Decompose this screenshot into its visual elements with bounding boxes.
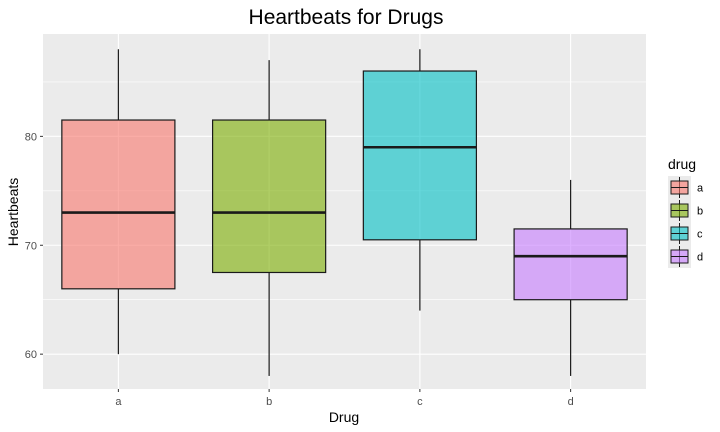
legend-label: a (697, 183, 704, 195)
x-tick-label: a (115, 396, 122, 408)
legend-label: c (697, 229, 703, 241)
box-c (362, 49, 478, 311)
legend-item-a: a (668, 176, 704, 199)
y-tick-label: 70 (25, 240, 37, 252)
legend-item-d: d (668, 245, 703, 268)
legend-item-b: b (668, 199, 703, 222)
y-tick-label: 80 (25, 131, 37, 143)
box-body (61, 119, 176, 290)
x-axis-title: Drug (329, 409, 359, 425)
box-body (513, 228, 628, 301)
x-tick-label: d (568, 396, 574, 408)
box-d (513, 179, 628, 376)
plot-area: 60 70 80 a b c d (25, 34, 646, 408)
box-b (211, 60, 327, 376)
chart-title: Heartbeats for Drugs (249, 6, 444, 29)
legend-label: d (697, 252, 703, 264)
x-tick-label: c (417, 396, 423, 408)
legend-title: drug (668, 156, 696, 172)
y-tick-label: 60 (25, 349, 37, 361)
box-body (362, 70, 478, 241)
y-axis-title: Heartbeats (5, 178, 21, 246)
legend-item-c: c (668, 222, 703, 245)
legend-label: b (697, 206, 703, 218)
x-tick-label: b (266, 396, 272, 408)
box-body (211, 119, 327, 274)
box-a (61, 49, 176, 355)
